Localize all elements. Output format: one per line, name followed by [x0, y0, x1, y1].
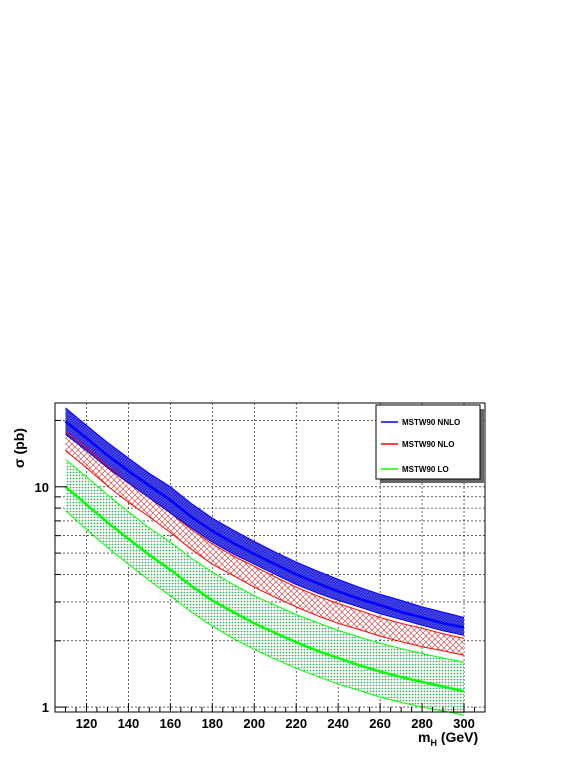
y-tick-label: 10: [35, 480, 49, 495]
series-central-line: [64, 485, 465, 693]
series-lines: [64, 407, 465, 716]
plot-border: [54, 402, 486, 713]
series-central-line: [64, 420, 465, 629]
y-axis-label: σ (pb): [11, 428, 27, 468]
x-tick-label: 180: [201, 716, 223, 731]
x-tick-label: 280: [411, 716, 433, 731]
x-tick-label: 240: [327, 716, 349, 731]
series-lower-edge: [65, 433, 465, 636]
axis-labels: mH (GeV) σ (pb): [11, 428, 478, 748]
series-lower-edge: [65, 510, 465, 716]
series-upper-edge: [65, 407, 465, 618]
x-tick-label: 300: [453, 716, 475, 731]
x-tick-label: 200: [243, 716, 265, 731]
plot-frame: [54, 402, 486, 713]
x-tick-label: 160: [160, 716, 182, 731]
legend: MSTW90 NNLO MSTW90 NLO MSTW90 LO: [375, 404, 484, 483]
band-1: [65, 431, 464, 656]
x-tick-label: 140: [118, 716, 140, 731]
band-0: [65, 407, 464, 636]
legend-label: MSTW90 NLO: [402, 440, 454, 449]
x-tick-label: 220: [285, 716, 307, 731]
axis-ticks: 120 140 160 180 200 220 240 260 280 300 1 10: [35, 419, 486, 731]
legend-label: MSTW90 LO: [402, 465, 449, 474]
x-axis-label: mH (GeV): [418, 729, 478, 748]
series-upper-edge: [65, 459, 465, 663]
uncertainty-bands: [65, 407, 464, 716]
x-tick-label: 260: [369, 716, 391, 731]
legend-box: [375, 404, 481, 480]
y-tick-label: 1: [42, 700, 49, 715]
series-lower-edge: [65, 450, 465, 656]
legend-label: MSTW90 NNLO: [402, 418, 460, 427]
x-tick-label: 120: [76, 716, 98, 731]
band-2: [65, 459, 464, 716]
